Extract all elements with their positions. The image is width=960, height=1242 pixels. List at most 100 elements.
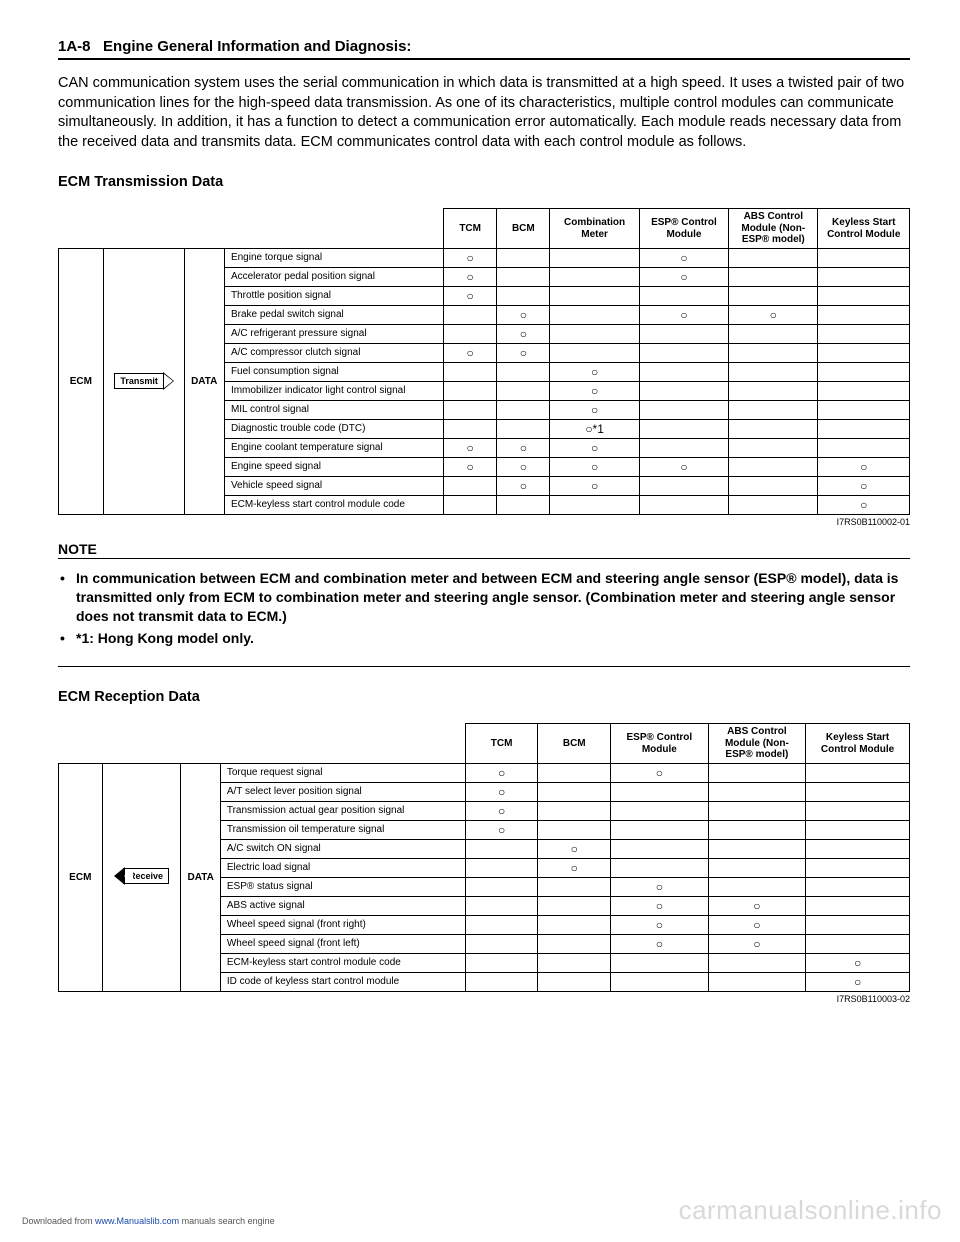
signal-name: ABS active signal: [220, 896, 465, 915]
mark-cell: ○: [444, 267, 497, 286]
blank-header: [59, 724, 466, 764]
rx-heading: ECM Reception Data: [58, 689, 910, 705]
table-row: ECMTransmitDATAEngine torque signal○○: [59, 248, 910, 267]
mark-cell: [465, 839, 538, 858]
mark-cell: [497, 362, 550, 381]
mark-cell: ○: [550, 381, 639, 400]
mark-cell: ○: [538, 858, 611, 877]
mark-cell: [806, 858, 910, 877]
mark-cell: ○: [444, 248, 497, 267]
mark-cell: [444, 419, 497, 438]
mark-cell: [639, 286, 728, 305]
watermark: carmanualsonline.info: [679, 1195, 942, 1226]
mark-cell: [465, 934, 538, 953]
mark-cell: [818, 343, 910, 362]
mark-cell: [444, 324, 497, 343]
tx-figure-id: I7RS0B110002-01: [58, 517, 910, 527]
mark-cell: [729, 248, 818, 267]
mark-cell: [818, 324, 910, 343]
mark-cell: [444, 495, 497, 514]
mark-cell: ○: [708, 934, 806, 953]
th-esp: ESP® Control Module: [639, 209, 728, 249]
mark-cell: [538, 934, 611, 953]
mark-cell: ○*1: [550, 419, 639, 438]
mark-cell: [639, 400, 728, 419]
mark-cell: [729, 286, 818, 305]
mark-cell: [818, 267, 910, 286]
mark-cell: [639, 476, 728, 495]
signal-name: Engine torque signal: [224, 248, 443, 267]
mark-cell: ○: [550, 362, 639, 381]
signal-name: A/C refrigerant pressure signal: [224, 324, 443, 343]
signal-name: ECM-keyless start control module code: [224, 495, 443, 514]
mark-cell: [465, 972, 538, 991]
ecm-label: ECM: [59, 763, 103, 991]
mark-cell: ○: [708, 915, 806, 934]
note-body: In communication between ECM and combina…: [58, 569, 910, 668]
mark-cell: [708, 953, 806, 972]
mark-cell: [611, 858, 709, 877]
mark-cell: ○: [611, 877, 709, 896]
signal-name: Transmission actual gear position signal: [220, 801, 465, 820]
footer-download: Downloaded from www.Manualslib.com manua…: [22, 1216, 275, 1226]
mark-cell: ○: [497, 438, 550, 457]
mark-cell: ○: [497, 324, 550, 343]
mark-cell: ○: [818, 495, 910, 514]
mark-cell: ○: [806, 953, 910, 972]
mark-cell: [806, 915, 910, 934]
mark-cell: ○: [708, 896, 806, 915]
signal-name: Engine coolant temperature signal: [224, 438, 443, 457]
mark-cell: [806, 801, 910, 820]
mark-cell: ○: [550, 476, 639, 495]
mark-cell: [729, 400, 818, 419]
mark-cell: [550, 267, 639, 286]
mark-cell: [538, 896, 611, 915]
mark-cell: ○: [465, 763, 538, 782]
th-tcm: TCM: [444, 209, 497, 249]
signal-name: Fuel consumption signal: [224, 362, 443, 381]
mark-cell: ○: [550, 457, 639, 476]
signal-name: ECM-keyless start control module code: [220, 953, 465, 972]
mark-cell: [538, 953, 611, 972]
mark-cell: [444, 305, 497, 324]
mark-cell: [708, 972, 806, 991]
mark-cell: [550, 248, 639, 267]
mark-cell: [806, 896, 910, 915]
mark-cell: [538, 972, 611, 991]
mark-cell: [444, 476, 497, 495]
signal-name: Immobilizer indicator light control sign…: [224, 381, 443, 400]
mark-cell: [818, 286, 910, 305]
th-abs: ABS Control Module (Non-ESP® model): [708, 724, 806, 764]
mark-cell: [611, 972, 709, 991]
mark-cell: ○: [465, 820, 538, 839]
mark-cell: ○: [497, 476, 550, 495]
mark-cell: ○: [550, 400, 639, 419]
mark-cell: [818, 438, 910, 457]
mark-cell: [639, 324, 728, 343]
mark-cell: [497, 400, 550, 419]
receive-arrow: Receive: [102, 763, 181, 991]
mark-cell: [538, 801, 611, 820]
mark-cell: [538, 763, 611, 782]
blank-header: [59, 209, 444, 249]
note-item: In communication between ECM and combina…: [58, 569, 910, 626]
mark-cell: [611, 782, 709, 801]
mark-cell: [818, 419, 910, 438]
signal-name: Transmission oil temperature signal: [220, 820, 465, 839]
mark-cell: [465, 858, 538, 877]
mark-cell: [818, 248, 910, 267]
mark-cell: [729, 381, 818, 400]
mark-cell: [818, 400, 910, 419]
mark-cell: [708, 877, 806, 896]
note-item: *1: Hong Kong model only.: [58, 629, 910, 648]
mark-cell: [465, 915, 538, 934]
data-label: DATA: [181, 763, 220, 991]
mark-cell: [497, 381, 550, 400]
signal-name: ESP® status signal: [220, 877, 465, 896]
mark-cell: [444, 400, 497, 419]
mark-cell: ○: [444, 343, 497, 362]
mark-cell: [538, 820, 611, 839]
signal-name: Diagnostic trouble code (DTC): [224, 419, 443, 438]
manualslib-link[interactable]: www.Manualslib.com: [95, 1216, 179, 1226]
mark-cell: [639, 419, 728, 438]
